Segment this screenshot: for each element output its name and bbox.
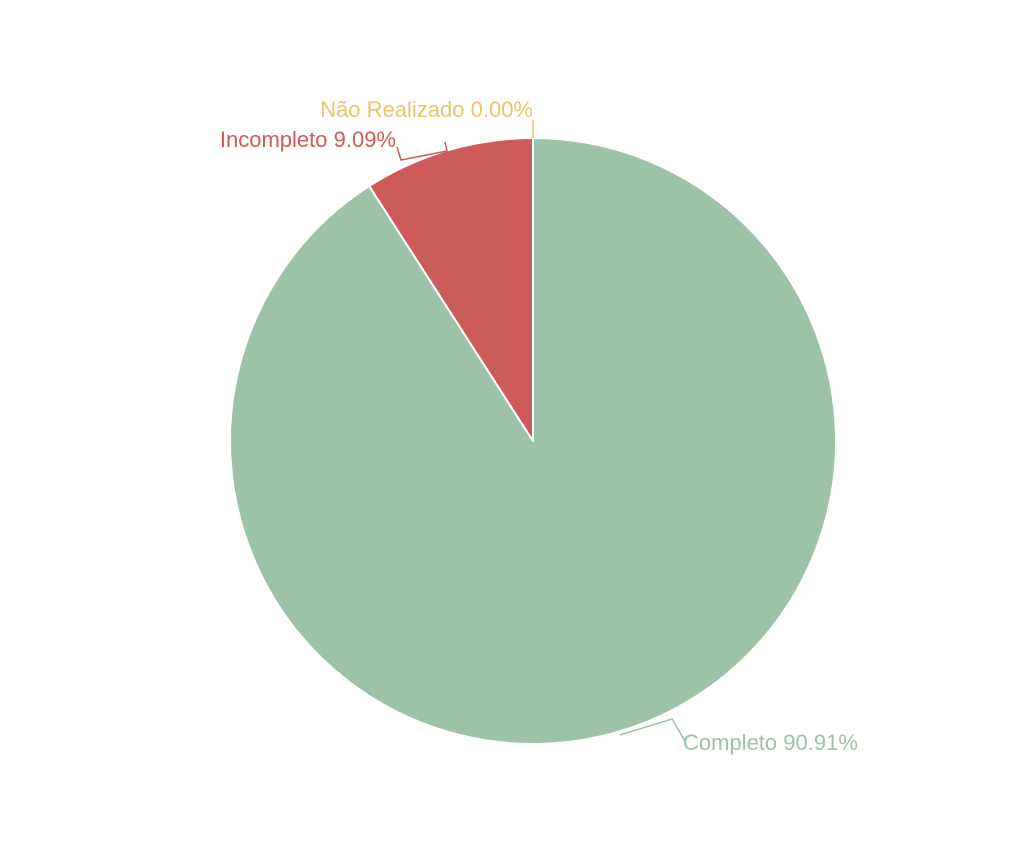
data-labels-layer: Completo 90.91% Incompleto 9.09% Não Reali… bbox=[220, 97, 858, 755]
leader-lines-layer bbox=[396, 120, 686, 742]
leader-line-completo bbox=[619, 718, 686, 742]
data-label-incompleto: Incompleto 9.09% bbox=[220, 127, 396, 152]
slices-layer bbox=[229, 137, 837, 745]
pie-slice-incompleto[interactable] bbox=[368, 137, 534, 442]
data-label-completo: Completo 90.91% bbox=[683, 730, 858, 755]
data-label-nao-realizado: Não Realizado 0.00% bbox=[320, 97, 533, 122]
leader-line-incompleto bbox=[396, 141, 448, 161]
